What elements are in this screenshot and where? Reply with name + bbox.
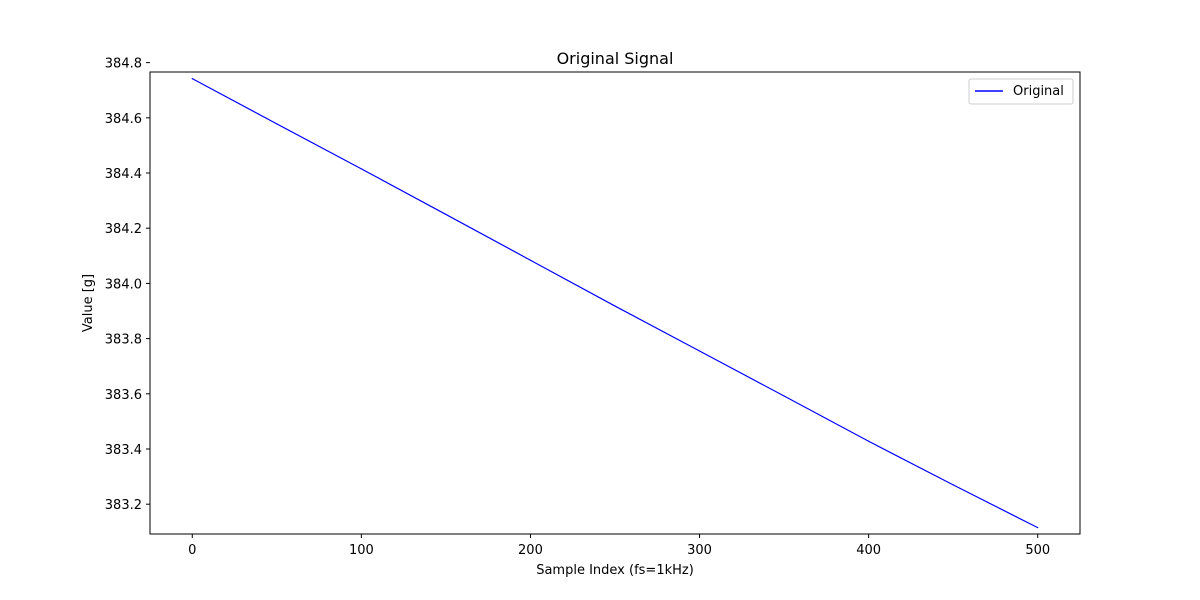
y-tick-label: 383.4 <box>105 443 142 458</box>
data-point <box>276 123 278 125</box>
plot-lines <box>191 78 1039 529</box>
y-axis-label: Value [g] <box>81 274 96 332</box>
x-tick-label: 0 <box>188 543 196 558</box>
legend-box <box>968 78 1074 105</box>
data-point <box>360 168 362 170</box>
x-tick-label: 300 <box>687 543 712 558</box>
data-point <box>868 440 870 442</box>
legend: Original <box>968 78 1074 105</box>
y-tick-label: 384.8 <box>105 57 142 72</box>
data-point <box>445 213 447 216</box>
x-tick-label: 200 <box>518 543 543 558</box>
legend-label-original: Original <box>1013 84 1064 99</box>
y-tick-label: 384.2 <box>105 222 142 237</box>
y-tick-label: 383.2 <box>105 498 142 513</box>
chart-title: Original Signal <box>557 49 674 68</box>
data-point <box>529 259 532 261</box>
axes-frame <box>149 71 1081 535</box>
x-axis-ticks: 0 100 200 300 400 500 <box>188 534 1050 558</box>
y-tick-label: 383.6 <box>105 388 142 403</box>
data-point <box>783 395 785 397</box>
y-tick-label: 383.8 <box>105 333 142 348</box>
y-axis-ticks: 383.2 383.4 383.6 383.8 384.0 384.2 384.4 384.6… <box>105 57 150 513</box>
data-point <box>952 484 954 486</box>
y-tick-label: 384.0 <box>105 277 142 292</box>
x-tick-label: 500 <box>1025 543 1050 558</box>
y-tick-label: 384.4 <box>105 167 142 182</box>
x-axis-label: Sample Index (fs=1kHz) <box>536 563 694 578</box>
data-point <box>614 305 616 307</box>
x-tick-label: 400 <box>856 543 881 558</box>
y-tick-label: 384.6 <box>105 112 142 127</box>
data-point <box>191 78 193 80</box>
data-point <box>1037 527 1039 529</box>
data-point <box>698 350 701 352</box>
x-tick-label: 100 <box>349 543 374 558</box>
